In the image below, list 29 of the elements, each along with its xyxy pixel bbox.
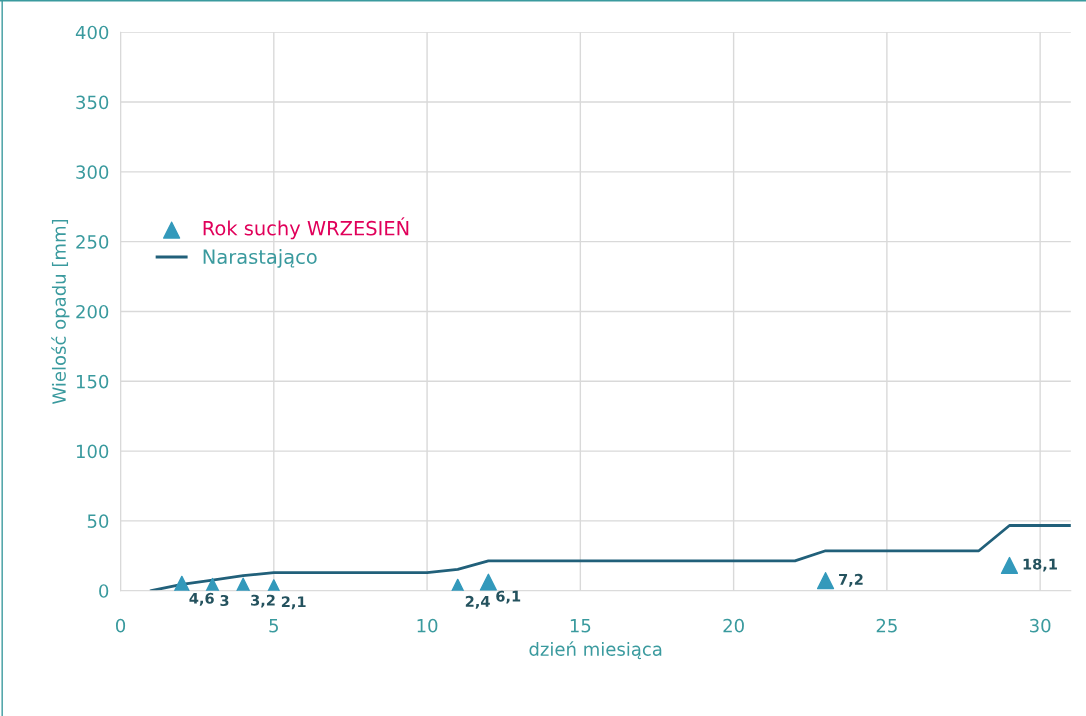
data-label: 2,4 [465,595,490,609]
x-tick-label: 20 [723,618,744,633]
data-label: 6,1 [496,590,521,604]
legend-label: Narastająco [203,249,317,268]
data-label: 18,1 [1023,558,1057,572]
y-tick-label: 150 [76,374,109,389]
x-tick-label: 0 [115,618,126,633]
data-label: 2,1 [281,596,306,610]
y-tick-label: 350 [76,95,109,110]
y-tick-label: 200 [76,304,109,319]
data-label: 4,6 [189,592,214,606]
y-tick-label: 0 [99,584,109,598]
x-tick-label: 10 [417,618,438,633]
y-tick-label: 400 [75,25,109,40]
x-tick-label: 5 [269,619,278,633]
line-series [149,524,1071,591]
legend-label: Rok suchy WRZESIEŃ [203,217,409,240]
y-tick-label: 100 [76,444,109,459]
data-label: 3,2 [251,594,275,608]
x-tick-label: 25 [876,618,897,633]
data-label: 3 [220,594,229,607]
y-tick-label: 50 [87,514,109,529]
y-axis-title: Wielość opadu [mm] [51,219,70,404]
x-axis-title: dzień miesiąca [529,641,662,660]
data-label: 7,2 [839,573,863,587]
x-tick-label: 15 [570,619,591,633]
x-tick-label: 30 [1030,618,1051,633]
y-tick-label: 250 [76,235,109,249]
y-tick-label: 300 [76,165,109,179]
